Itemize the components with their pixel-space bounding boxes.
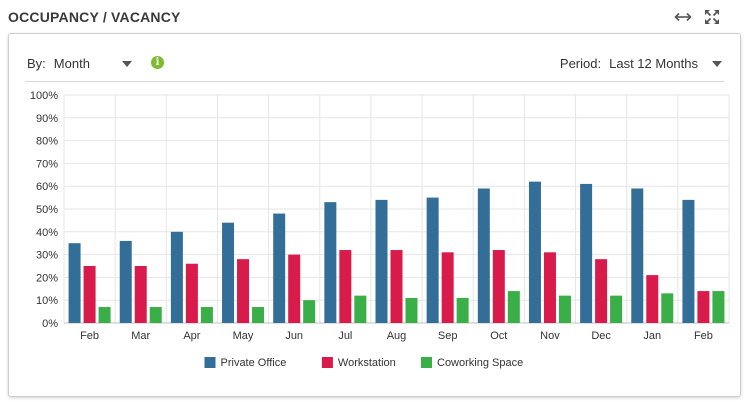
y-axis: 0% 10% 20% 30% 40% 50% 60% 70% 80% 90% 100%: [30, 90, 58, 330]
x-tick-label: Jan: [643, 330, 661, 342]
period-label: Period:: [559, 56, 602, 71]
bar-coworking-space[interactable]: [252, 307, 265, 323]
x-tick-label: Apr: [183, 330, 200, 342]
y-tick-label: 10%: [36, 295, 58, 307]
y-tick-label: 0%: [42, 318, 58, 330]
legend-item-coworking-space[interactable]: Coworking Space: [421, 357, 523, 369]
x-tick-label: Mar: [131, 330, 150, 342]
bar-private-office[interactable]: [528, 181, 541, 323]
bar-private-office[interactable]: [170, 231, 183, 323]
legend-item-workstation[interactable]: Workstation: [321, 357, 396, 369]
expand-icon[interactable]: [701, 6, 723, 28]
bar-coworking-space[interactable]: [507, 291, 520, 323]
bar-private-office[interactable]: [273, 213, 286, 323]
by-selector[interactable]: By: Month: [27, 56, 132, 71]
bar-coworking-space[interactable]: [200, 307, 213, 323]
x-tick-label: May: [233, 330, 254, 342]
y-tick-label: 90%: [36, 113, 58, 125]
by-value: Month: [53, 56, 90, 71]
x-tick-label: Jul: [338, 330, 352, 342]
period-value: Last 12 Months: [609, 56, 698, 71]
bar-private-office[interactable]: [682, 199, 695, 323]
bar-private-office[interactable]: [68, 243, 81, 323]
bar-workstation[interactable]: [492, 250, 505, 323]
y-tick-label: 70%: [36, 158, 58, 170]
bar-workstation[interactable]: [390, 250, 403, 323]
x-tick-label: Jun: [285, 330, 303, 342]
x-tick-label: Nov: [540, 330, 560, 342]
y-tick-label: 40%: [36, 227, 58, 239]
y-tick-label: 80%: [36, 136, 58, 148]
y-tick-label: 30%: [36, 250, 58, 262]
bar-coworking-space[interactable]: [149, 307, 162, 323]
bar-coworking-space[interactable]: [98, 307, 111, 323]
bar-private-office[interactable]: [477, 188, 490, 323]
x-tick-label: Feb: [694, 330, 713, 342]
chart-controls: By: Month i Period: Last 12 Months: [25, 47, 724, 82]
x-axis: Feb Mar Apr May Jun Jul Aug Sep Oct Nov Dec Jan Feb: [80, 330, 713, 342]
bar-private-office[interactable]: [222, 222, 235, 323]
bar-workstation[interactable]: [185, 263, 198, 323]
bar-coworking-space[interactable]: [405, 297, 418, 323]
y-tick-label: 100%: [30, 90, 58, 102]
bars: [68, 181, 725, 323]
bar-coworking-space[interactable]: [610, 295, 623, 323]
bar-coworking-space[interactable]: [456, 297, 469, 323]
x-tick-label: Oct: [490, 330, 507, 342]
legend-item-private-office[interactable]: Private Office: [204, 357, 287, 369]
bar-coworking-space[interactable]: [303, 300, 316, 323]
legend: Private Office Workstation Coworking Space: [204, 357, 523, 369]
bar-workstation[interactable]: [646, 275, 659, 323]
widget-title: OCCUPANCY / VACANCY: [8, 9, 181, 25]
bar-coworking-space[interactable]: [354, 295, 367, 323]
bar-private-office[interactable]: [631, 188, 644, 323]
legend-swatch: [421, 357, 432, 368]
y-tick-label: 60%: [36, 181, 58, 193]
bar-coworking-space[interactable]: [712, 291, 725, 323]
bar-private-office[interactable]: [375, 199, 388, 323]
by-dropdown-caret-icon[interactable]: [121, 60, 132, 67]
bar-workstation[interactable]: [288, 254, 301, 323]
chart-card: By: Month i Period: Last 12 Months 0% 10%…: [8, 33, 741, 397]
period-dropdown-caret-icon[interactable]: [712, 60, 722, 67]
x-tick-label: Feb: [80, 330, 99, 342]
bar-workstation[interactable]: [441, 252, 454, 323]
x-tick-label: Aug: [387, 330, 407, 342]
bar-private-office[interactable]: [580, 183, 593, 323]
bar-workstation[interactable]: [134, 266, 147, 323]
legend-label: Coworking Space: [437, 357, 523, 369]
legend-label: Workstation: [338, 357, 396, 369]
legend-label: Private Office: [221, 357, 287, 369]
x-tick-label: Sep: [438, 330, 458, 342]
occupancy-bar-chart: 0% 10% 20% 30% 40% 50% 60% 70% 80% 90% 100% Feb Mar…: [30, 90, 730, 369]
bar-workstation[interactable]: [237, 259, 250, 323]
info-icon[interactable]: i: [151, 56, 164, 69]
bar-workstation[interactable]: [543, 252, 556, 323]
y-tick-label: 20%: [36, 272, 58, 284]
bar-workstation[interactable]: [83, 266, 96, 323]
x-tick-label: Dec: [591, 330, 611, 342]
bar-workstation[interactable]: [595, 259, 608, 323]
period-selector[interactable]: Period: Last 12 Months: [560, 56, 722, 71]
bar-coworking-space[interactable]: [661, 293, 674, 323]
by-label: By:: [27, 56, 46, 71]
bar-workstation[interactable]: [697, 291, 710, 323]
bar-private-office[interactable]: [426, 197, 439, 323]
bar-workstation[interactable]: [339, 250, 352, 323]
y-tick-label: 50%: [36, 204, 58, 216]
resize-horizontal-icon[interactable]: [672, 6, 694, 28]
legend-swatch: [321, 357, 333, 368]
bar-coworking-space[interactable]: [558, 295, 571, 323]
bar-private-office[interactable]: [324, 202, 337, 323]
legend-swatch: [204, 357, 216, 368]
bar-private-office[interactable]: [119, 240, 132, 323]
